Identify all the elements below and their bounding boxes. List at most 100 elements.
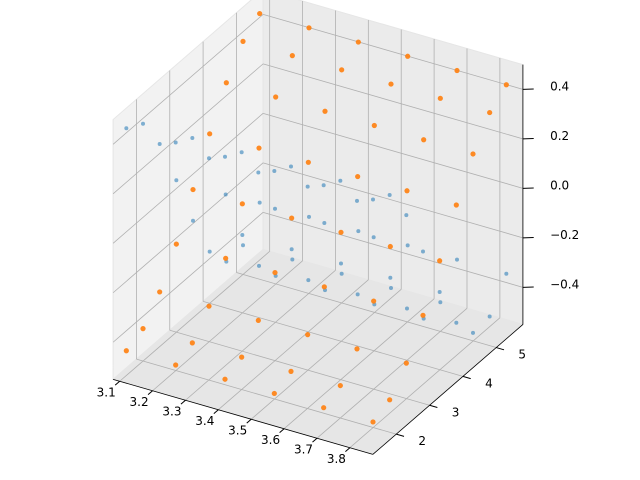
data-point [272, 269, 278, 276]
data-point [306, 278, 311, 283]
data-point [288, 164, 293, 169]
data-point [141, 121, 146, 126]
data-point [321, 405, 327, 411]
data-point [241, 243, 246, 248]
data-point [470, 151, 476, 157]
data-point [355, 292, 360, 297]
grid-line [218, 279, 369, 411]
data-point [223, 192, 228, 197]
data-point [191, 218, 196, 223]
data-point [305, 184, 310, 189]
data-point [371, 122, 377, 129]
data-point [470, 330, 475, 335]
grid-line [185, 270, 336, 401]
data-point [173, 241, 179, 247]
x-tick-label: 3.7 [294, 442, 313, 456]
data-point [223, 255, 229, 261]
data-point [339, 67, 345, 73]
data-point [207, 249, 212, 254]
data-point [405, 53, 411, 59]
data-point [338, 178, 343, 183]
tick-mark [114, 380, 121, 386]
data-point [207, 156, 212, 161]
data-point [271, 390, 277, 397]
data-point [421, 137, 427, 143]
x-tick-label: 3.4 [195, 414, 214, 428]
data-point [174, 178, 179, 183]
data-point [403, 360, 409, 366]
data-point [404, 306, 409, 311]
grid-line [112, 162, 264, 294]
data-point [437, 95, 443, 101]
data-point [157, 289, 163, 295]
grid-line [250, 289, 402, 420]
data-point [239, 150, 244, 155]
x-axis-line [112, 378, 374, 455]
x-tick-label: 3.1 [97, 385, 116, 399]
y-axis-line [372, 324, 524, 455]
data-point [157, 141, 162, 146]
data-point [257, 200, 262, 205]
data-point [356, 229, 361, 234]
data-point [388, 275, 393, 280]
data-point [438, 300, 443, 305]
data-point [273, 206, 278, 211]
grid-line [262, 211, 524, 288]
data-point [339, 271, 344, 276]
data-point [453, 202, 459, 208]
grid-line [262, 162, 524, 239]
data-point [256, 145, 262, 151]
grid-line [112, 14, 264, 145]
data-point [388, 285, 393, 290]
z-tick-label: −0.4 [550, 277, 579, 291]
data-point [240, 232, 245, 237]
data-point [123, 348, 129, 354]
data-point [222, 376, 228, 382]
data-point [289, 215, 295, 221]
tick-mark [429, 404, 438, 409]
data-point [239, 201, 245, 207]
z-tick-label: 0.4 [550, 79, 569, 93]
data-point [371, 298, 377, 304]
data-point [306, 25, 312, 31]
data-point [257, 10, 263, 17]
tick-mark [279, 428, 285, 433]
data-point [190, 135, 195, 140]
data-point [437, 289, 442, 294]
data-point [420, 312, 426, 318]
grid-line [283, 298, 435, 430]
data-point [420, 249, 425, 254]
data-point [354, 346, 360, 352]
tick-mark [496, 347, 505, 351]
data-point [223, 80, 229, 86]
data-point [239, 354, 245, 360]
z-tick-label: −0.2 [550, 228, 579, 242]
tick-mark [213, 409, 219, 415]
data-point [405, 243, 410, 248]
grid-line [136, 358, 397, 435]
data-point [487, 109, 493, 116]
data-point [387, 192, 392, 197]
x-tick-label: 3.5 [228, 423, 247, 437]
data-point [305, 159, 311, 165]
tick-mark [312, 437, 318, 443]
data-point [305, 332, 311, 338]
grid-line [169, 329, 430, 406]
tick-mark [345, 447, 351, 452]
data-point [454, 257, 459, 262]
data-point [337, 382, 343, 389]
y-tick-label: 5 [518, 348, 526, 362]
data-point [321, 284, 327, 290]
data-point [338, 261, 343, 266]
grid-line [112, 212, 264, 343]
data-point [173, 362, 179, 368]
grid-line [316, 308, 468, 439]
grid-line [112, 113, 264, 244]
y-tick-label: 3 [452, 405, 460, 419]
grid-line [262, 63, 524, 140]
data-point [256, 170, 261, 175]
data-point [190, 186, 196, 193]
data-point [503, 82, 509, 88]
data-point [454, 67, 460, 74]
x-tick-label: 3.6 [261, 433, 280, 447]
